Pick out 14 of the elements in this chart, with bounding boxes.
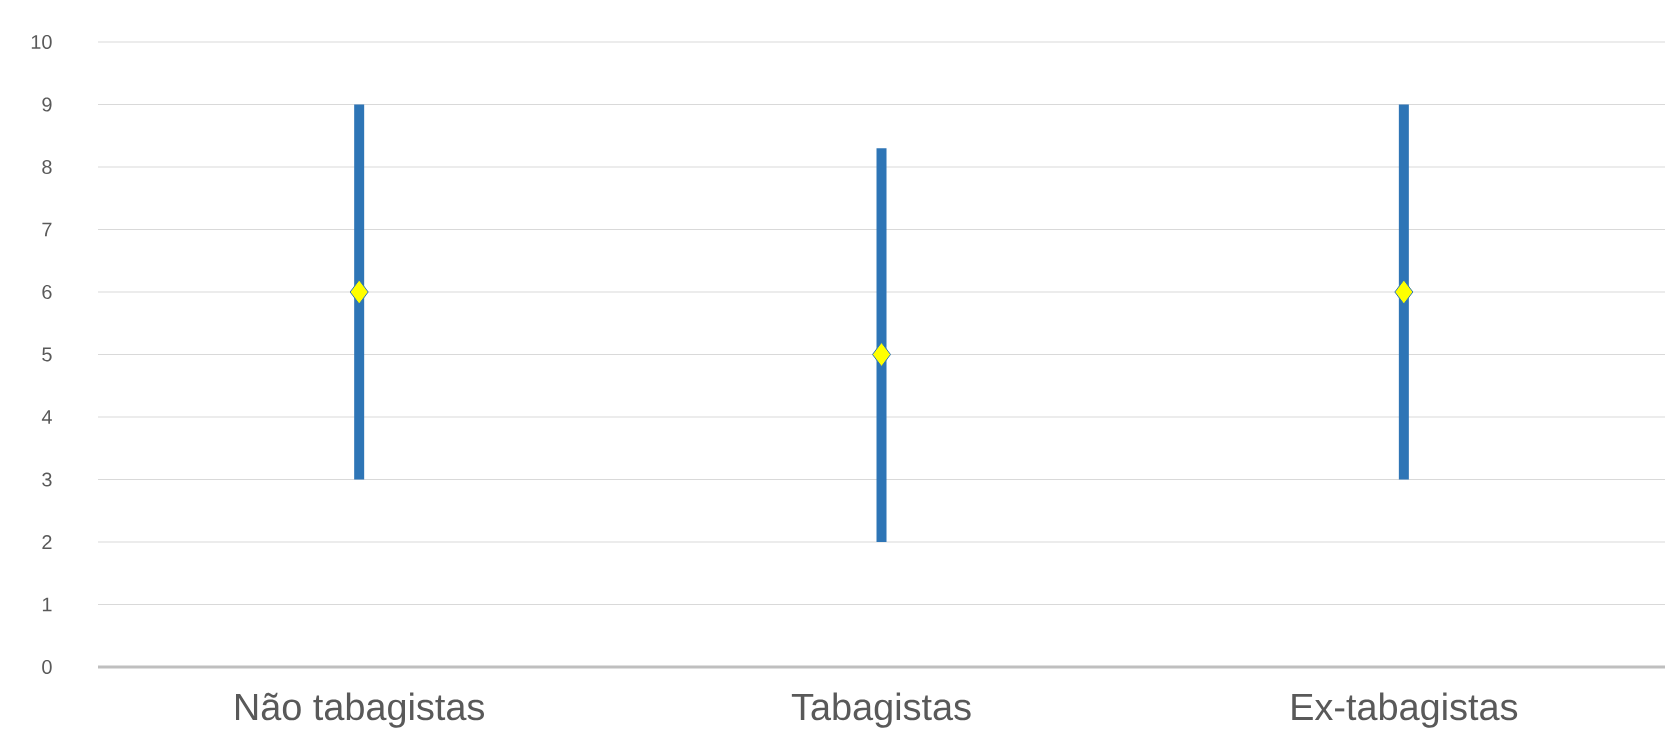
y-tick-label: 8 bbox=[42, 159, 52, 175]
x-tick-label: Tabagistas bbox=[791, 692, 971, 728]
x-tick-label: Não tabagistas bbox=[236, 692, 484, 728]
y-tick-label: 1 bbox=[42, 597, 52, 612]
y-tick-label: 3 bbox=[42, 472, 52, 487]
y-tick-label: 4 bbox=[41, 410, 52, 424]
x-tick-label: Ex-tabagistas bbox=[1292, 692, 1518, 728]
y-tick-label: 6 bbox=[42, 284, 52, 300]
y-tick-label: 7 bbox=[42, 222, 52, 237]
y-tick-label: 2 bbox=[42, 535, 52, 549]
y-tick-label: 10 bbox=[31, 34, 52, 50]
y-tick-label: 5 bbox=[42, 347, 52, 362]
y-tick-label: 0 bbox=[42, 659, 52, 675]
y-tick-label: 9 bbox=[42, 97, 52, 112]
